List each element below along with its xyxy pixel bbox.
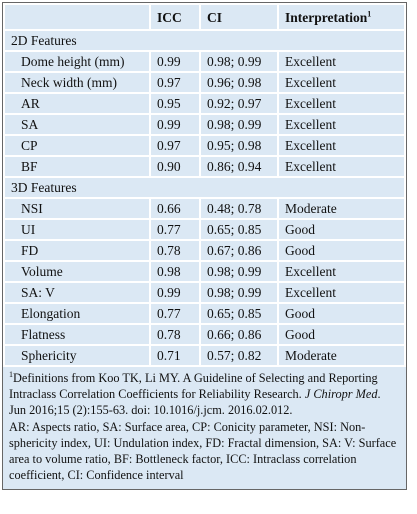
- cell: 0.98; 0.99: [199, 50, 279, 73]
- cell: Excellent: [277, 155, 406, 178]
- cell: Excellent: [277, 134, 406, 157]
- cell: 0.66: [149, 197, 201, 220]
- data-row: BF 0.90 0.86; 0.94 Excellent: [3, 155, 406, 178]
- journal: J Chiropr Med: [304, 387, 378, 402]
- row-label: Dome height (mm): [3, 50, 151, 73]
- table: ICC CI Interpretation1 2D Features Dome h…: [3, 3, 406, 367]
- section-row: 2D Features: [3, 29, 406, 52]
- cell: Moderate: [277, 344, 406, 367]
- data-row: SA: V 0.99 0.98; 0.99 Excellent: [3, 281, 406, 304]
- row-label: SA: V: [3, 281, 151, 304]
- cell: 0.98: [149, 260, 201, 283]
- header-row: ICC CI Interpretation1: [3, 3, 406, 31]
- data-row: Volume 0.98 0.98; 0.99 Excellent: [3, 260, 406, 283]
- data-row: SA 0.99 0.98; 0.99 Excellent: [3, 113, 406, 136]
- cell: 0.66; 0.86: [199, 323, 279, 346]
- data-row: CP 0.97 0.95; 0.98 Excellent: [3, 134, 406, 157]
- cell: 0.57; 0.82: [199, 344, 279, 367]
- cell: 0.97: [149, 71, 201, 94]
- section-row: 3D Features: [3, 176, 406, 199]
- cell: 0.48; 0.78: [199, 197, 279, 220]
- cell: 0.65; 0.85: [199, 302, 279, 325]
- cell: Excellent: [277, 71, 406, 94]
- cell: 0.86; 0.94: [199, 155, 279, 178]
- table-panel: ICC CI Interpretation1 2D Features Dome h…: [2, 2, 407, 491]
- data-row: AR 0.95 0.92; 0.97 Excellent: [3, 92, 406, 115]
- cell: 0.96; 0.98: [199, 71, 279, 94]
- footnote-marker: 1: [367, 9, 372, 18]
- cell: Excellent: [277, 281, 406, 304]
- cell: 0.98; 0.99: [199, 260, 279, 283]
- row-label: NSI: [3, 197, 151, 220]
- data-row: FD 0.78 0.67; 0.86 Good: [3, 239, 406, 262]
- corner-cell: [3, 3, 151, 31]
- cell: Excellent: [277, 113, 406, 136]
- cell: 0.95; 0.98: [199, 134, 279, 157]
- row-label: UI: [3, 218, 151, 241]
- cell: Moderate: [277, 197, 406, 220]
- section-title: 2D Features: [3, 29, 406, 52]
- footnote-marker: 1: [9, 369, 13, 379]
- cell: 0.67; 0.86: [199, 239, 279, 262]
- cell: Good: [277, 323, 406, 346]
- cell: 0.95: [149, 92, 201, 115]
- row-label: CP: [3, 134, 151, 157]
- cell: Excellent: [277, 92, 406, 115]
- footnote: 1Definitions from Koo TK, Li MY. A Guide…: [3, 367, 406, 489]
- data-row: Elongation 0.77 0.65; 0.85 Good: [3, 302, 406, 325]
- data-row: Flatness 0.78 0.66; 0.86 Good: [3, 323, 406, 346]
- cell: Good: [277, 302, 406, 325]
- data-row: Neck width (mm) 0.97 0.96; 0.98 Excellent: [3, 71, 406, 94]
- cell: 0.90: [149, 155, 201, 178]
- cell: 0.65; 0.85: [199, 218, 279, 241]
- cell: 0.99: [149, 281, 201, 304]
- cell: 0.92; 0.97: [199, 92, 279, 115]
- section-title: 3D Features: [3, 176, 406, 199]
- row-label: Sphericity: [3, 344, 151, 367]
- cell: 0.98; 0.99: [199, 281, 279, 304]
- row-label: Neck width (mm): [3, 71, 151, 94]
- data-row: UI 0.77 0.65; 0.85 Good: [3, 218, 406, 241]
- cell: Excellent: [277, 50, 406, 73]
- data-row: Sphericity 0.71 0.57; 0.82 Moderate: [3, 344, 406, 367]
- cell: 0.78: [149, 239, 201, 262]
- reference-text: . Jun 2016;15 (2):155-63. doi: 10.1016/j…: [9, 387, 381, 418]
- row-label: Elongation: [3, 302, 151, 325]
- abbreviations: AR: Aspects ratio, SA: Surface area, CP:…: [9, 419, 397, 483]
- header-cell: ICC: [149, 3, 201, 31]
- cell: Excellent: [277, 260, 406, 283]
- header-cell: Interpretation1: [277, 3, 406, 31]
- cell: 0.99: [149, 50, 201, 73]
- header-cell: CI: [199, 3, 279, 31]
- cell: Good: [277, 218, 406, 241]
- reference: 1Definitions from Koo TK, Li MY. A Guide…: [9, 370, 400, 419]
- row-label: FD: [3, 239, 151, 262]
- cell: Good: [277, 239, 406, 262]
- cell: 0.98; 0.99: [199, 113, 279, 136]
- data-row: NSI 0.66 0.48; 0.78 Moderate: [3, 197, 406, 220]
- reference-text: Definitions from Koo TK, Li MY. A Guidel…: [9, 371, 378, 402]
- row-label: AR: [3, 92, 151, 115]
- cell: 0.77: [149, 302, 201, 325]
- cell: 0.99: [149, 113, 201, 136]
- row-label: Flatness: [3, 323, 151, 346]
- header-text: Interpretation: [285, 9, 368, 25]
- cell: 0.77: [149, 218, 201, 241]
- row-label: Volume: [3, 260, 151, 283]
- cell: 0.78: [149, 323, 201, 346]
- row-label: SA: [3, 113, 151, 136]
- data-row: Dome height (mm) 0.99 0.98; 0.99 Excellent: [3, 50, 406, 73]
- row-label: BF: [3, 155, 151, 178]
- cell: 0.97: [149, 134, 201, 157]
- cell: 0.71: [149, 344, 201, 367]
